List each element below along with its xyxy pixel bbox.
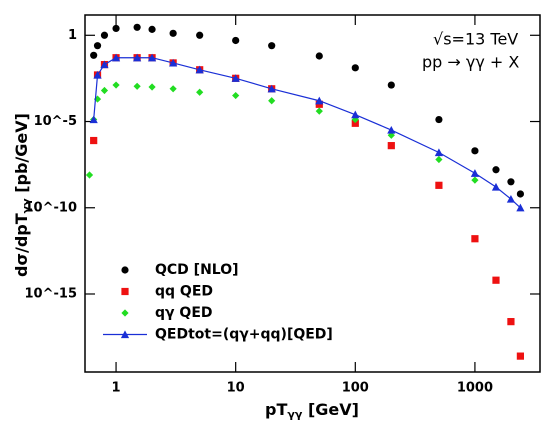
- y-tick-label: 10^-5: [34, 114, 77, 129]
- legend-marker: [121, 287, 129, 296]
- point: [232, 36, 240, 45]
- point: [492, 276, 500, 284]
- point: [387, 125, 396, 134]
- x-axis-label: pTγγ [GeV]: [265, 400, 359, 422]
- legend-label: qq QED: [155, 284, 213, 300]
- point: [112, 81, 120, 89]
- point: [506, 194, 516, 203]
- point: [516, 203, 525, 212]
- y-label-unit: [pb/GeV]: [12, 113, 31, 198]
- point: [435, 115, 443, 124]
- point: [491, 182, 501, 191]
- x-tick-label: 1000: [457, 381, 493, 396]
- point: [85, 171, 94, 179]
- point: [89, 115, 98, 124]
- point: [435, 155, 443, 164]
- legend-label: QCD [NLO]: [155, 262, 239, 278]
- point: [471, 176, 479, 184]
- y-label-sub: γγ: [20, 198, 33, 213]
- point: [315, 107, 323, 115]
- point: [147, 53, 157, 62]
- point: [133, 23, 141, 31]
- point: [93, 42, 102, 50]
- point: [231, 74, 240, 82]
- point: [100, 31, 109, 39]
- x-label-unit: [GeV]: [302, 400, 359, 419]
- point: [516, 190, 524, 198]
- point: [232, 91, 240, 100]
- series-line: [93, 57, 521, 209]
- annotation: pp → γγ + X: [422, 53, 519, 72]
- point: [169, 58, 178, 67]
- x-label-sub: γγ: [287, 408, 302, 421]
- y-axis-label: dσ/dpTγγ [pb/GeV]: [12, 113, 34, 277]
- annotation: √s=13 TeV: [433, 30, 518, 49]
- legend-marker: [121, 266, 129, 274]
- point: [516, 352, 524, 360]
- point: [268, 42, 276, 50]
- point: [492, 166, 500, 174]
- point: [268, 97, 276, 105]
- point: [112, 24, 120, 33]
- point: [196, 31, 204, 39]
- y-tick-label: 10^-15: [25, 286, 77, 301]
- point: [351, 119, 359, 127]
- y-tick-label: 10^-10: [25, 200, 77, 215]
- point: [471, 147, 479, 155]
- point: [387, 81, 395, 89]
- x-tick-label: 100: [342, 381, 369, 396]
- x-tick-label: 1: [112, 381, 121, 396]
- point: [169, 85, 177, 93]
- point: [267, 84, 276, 93]
- point: [169, 29, 177, 37]
- legend-marker: [120, 330, 130, 339]
- point: [435, 181, 443, 189]
- legend-label: qγ QED: [155, 305, 213, 321]
- y-tick-label: 1: [68, 28, 77, 43]
- point: [196, 88, 204, 96]
- point: [148, 25, 156, 33]
- point: [111, 53, 121, 62]
- legend-label: QEDtot=(qγ+qq)[QED]: [155, 327, 333, 343]
- point: [133, 82, 141, 90]
- point: [93, 70, 102, 79]
- point: [434, 148, 444, 157]
- point: [471, 235, 479, 243]
- point: [195, 65, 204, 74]
- point: [351, 110, 360, 119]
- point: [100, 86, 109, 95]
- x-tick-label: 10: [227, 381, 245, 396]
- point: [148, 83, 156, 91]
- point: [315, 96, 324, 105]
- x-label-main: pT: [265, 400, 287, 419]
- point: [100, 60, 109, 69]
- point: [387, 142, 395, 150]
- legend-marker: [121, 309, 129, 317]
- point: [507, 178, 515, 186]
- point: [90, 136, 98, 145]
- point: [470, 169, 480, 177]
- plot-frame: [84, 14, 541, 373]
- point: [90, 51, 98, 59]
- point: [133, 53, 142, 62]
- point: [507, 318, 515, 326]
- point: [315, 52, 323, 60]
- y-label-main: dσ/dpT: [12, 213, 31, 277]
- point: [351, 64, 359, 72]
